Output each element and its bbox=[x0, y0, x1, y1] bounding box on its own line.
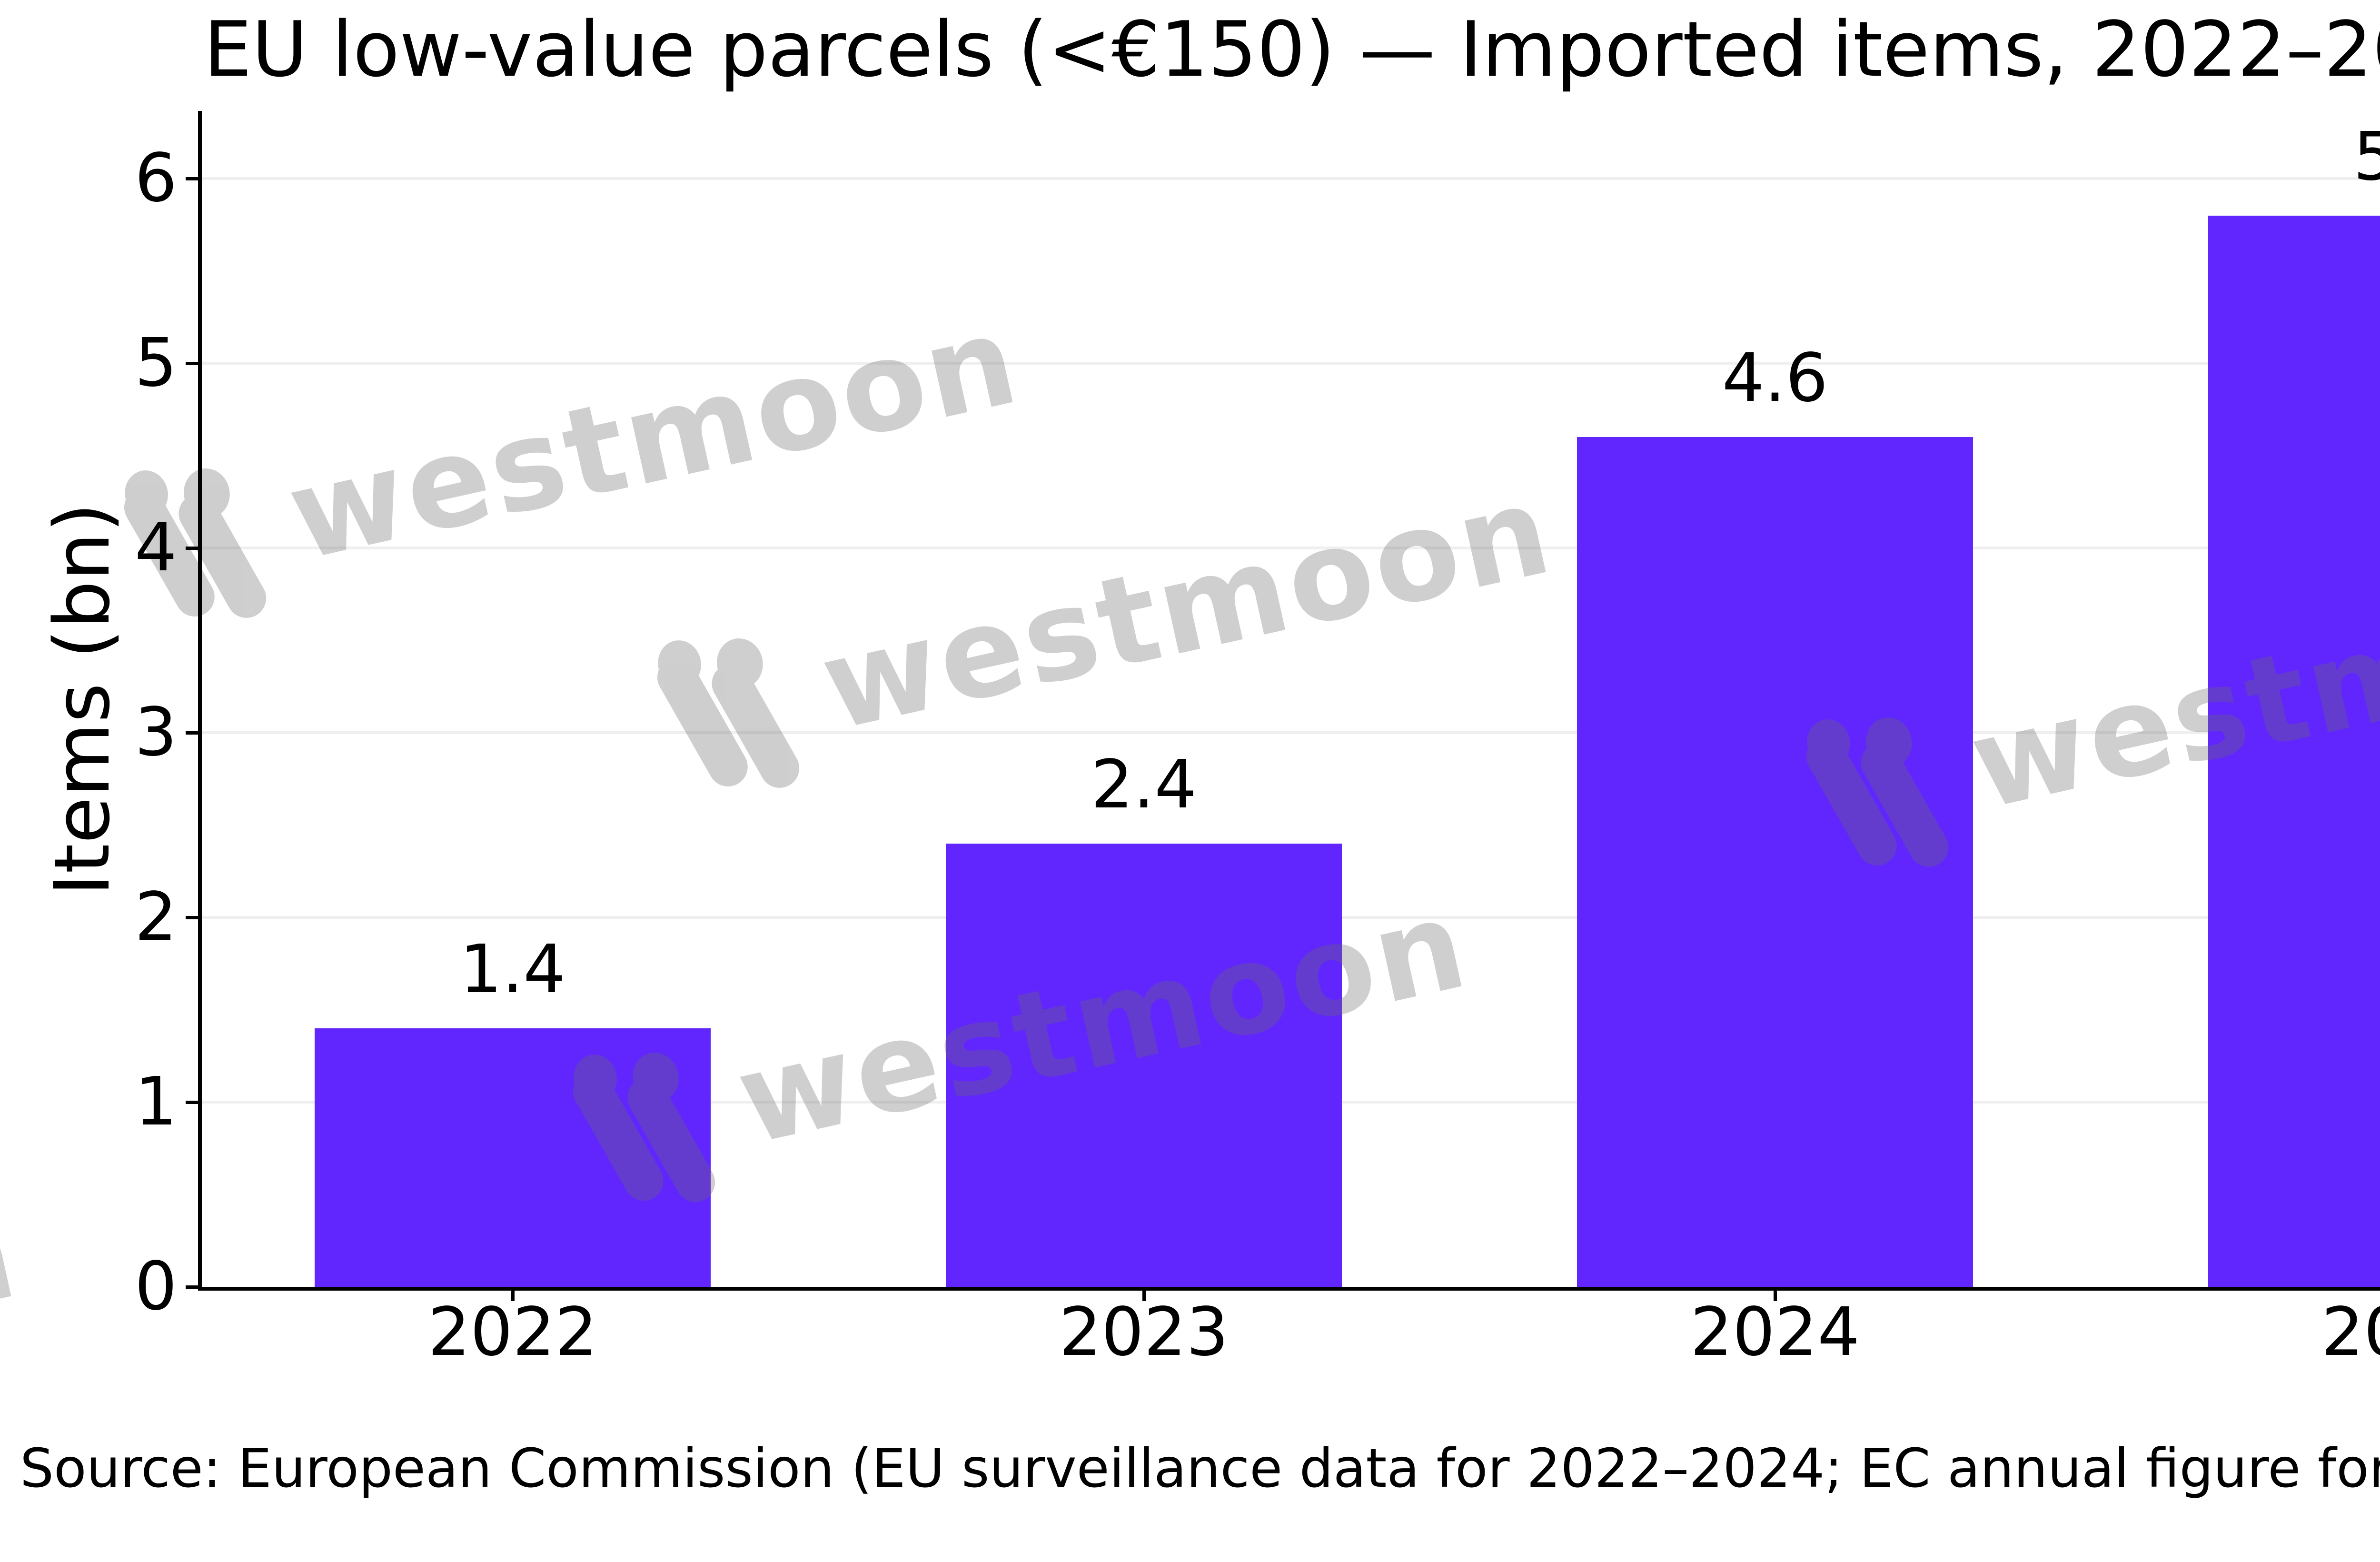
bar bbox=[1577, 437, 1973, 1287]
watermark-text: westmoon bbox=[0, 1182, 30, 1483]
x-tick-label: 2023 bbox=[1059, 1293, 1229, 1371]
x-axis-tick bbox=[511, 1291, 515, 1301]
watermark: westmoon bbox=[85, 249, 1040, 668]
x-tick-label: 2022 bbox=[427, 1293, 598, 1371]
bar bbox=[315, 1028, 711, 1287]
watermark-logo-icon bbox=[657, 638, 800, 788]
y-tick-label: 0 bbox=[134, 1248, 177, 1325]
watermark-text: westmoon bbox=[810, 458, 1565, 759]
y-axis-spine bbox=[198, 111, 202, 1291]
y-tick-label: 1 bbox=[134, 1063, 177, 1141]
y-tick-label: 3 bbox=[134, 694, 177, 771]
gridline bbox=[202, 731, 2380, 734]
y-tick-label: 5 bbox=[134, 324, 177, 402]
x-tick-label: 2025 bbox=[2321, 1293, 2380, 1371]
chart-title: EU low-value parcels (<€150) — Imported … bbox=[204, 5, 2380, 94]
y-axis-tick bbox=[186, 1285, 198, 1289]
y-axis-tick bbox=[186, 177, 198, 180]
gridline bbox=[202, 177, 2380, 180]
y-axis-tick bbox=[186, 1101, 198, 1104]
watermark-text: westmoon bbox=[277, 288, 1031, 589]
x-axis-spine bbox=[198, 1287, 2380, 1291]
y-axis-tick bbox=[186, 362, 198, 365]
x-axis-tick bbox=[1774, 1291, 1777, 1301]
y-tick-label: 4 bbox=[134, 509, 177, 587]
chart-page: { "title": "EU low-value parcels (<€150)… bbox=[0, 5, 2380, 1500]
y-axis-tick bbox=[186, 547, 198, 550]
gridline bbox=[202, 362, 2380, 365]
y-axis-tick bbox=[186, 731, 198, 735]
y-axis-label: Items (bn) bbox=[38, 502, 127, 896]
y-axis-tick bbox=[186, 916, 198, 919]
y-tick-label: 2 bbox=[134, 878, 177, 956]
x-tick-label: 2024 bbox=[1690, 1293, 1860, 1371]
gridline bbox=[202, 547, 2380, 549]
bar bbox=[2208, 215, 2380, 1287]
y-tick-label: 6 bbox=[134, 139, 177, 217]
bar-value-label: 5.8 bbox=[2353, 118, 2380, 196]
x-axis-tick bbox=[1142, 1291, 1146, 1301]
bar-value-label: 2.4 bbox=[1091, 746, 1197, 824]
bar-value-label: 1.4 bbox=[459, 930, 566, 1008]
bar-value-label: 4.6 bbox=[1722, 339, 1828, 418]
bar bbox=[946, 843, 1342, 1287]
source-note: Source: European Commission (EU surveill… bbox=[20, 1438, 2380, 1500]
